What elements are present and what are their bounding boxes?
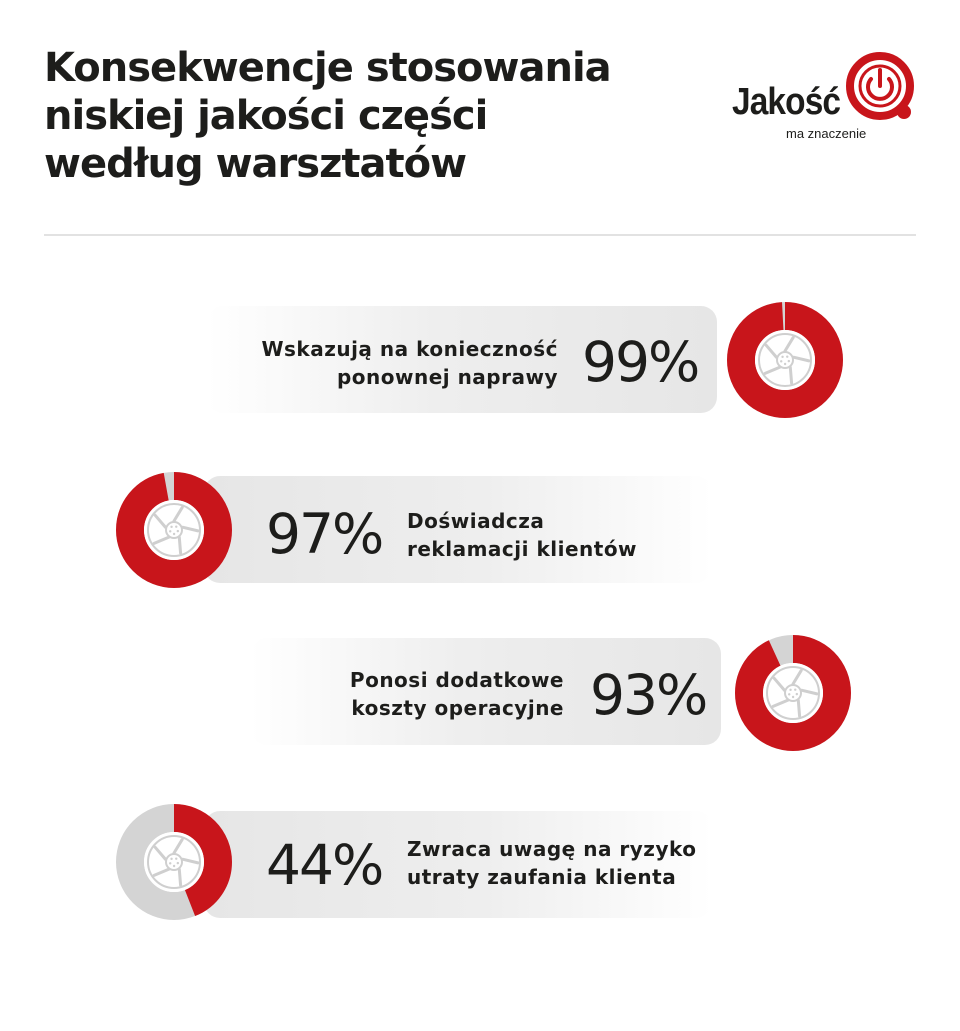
wheel-icon xyxy=(144,832,204,892)
donut-1 xyxy=(727,302,843,418)
donut-2 xyxy=(116,472,232,588)
donut-value-arc xyxy=(116,472,232,588)
divider xyxy=(44,234,916,236)
stat-value-2: 97% xyxy=(266,502,384,566)
logo-subtitle: ma znaczenie xyxy=(786,126,867,141)
donut-value-arc xyxy=(727,302,843,418)
donut-value-arc xyxy=(735,635,851,751)
brand-logo: Jakość ma znaczenie xyxy=(730,48,930,148)
stat-label-4-line-2: utraty zaufania klienta xyxy=(407,865,677,889)
donut-value-arc xyxy=(116,804,232,920)
power-q-icon xyxy=(846,52,914,120)
logo-word: Jakość xyxy=(732,81,841,123)
stat-label-4-line-1: Zwraca uwagę na ryzyko xyxy=(407,837,697,861)
stat-label-3-line-2: koszty operacyjne xyxy=(351,696,564,720)
stat-value-3: 93% xyxy=(590,663,708,727)
title-line-1: Konsekwencje stosowania xyxy=(44,45,612,91)
stat-label-1-line-1: Wskazują na konieczność xyxy=(261,337,558,361)
wheel-icon xyxy=(755,330,815,390)
stat-card-4 xyxy=(204,811,712,918)
stat-label-2-line-2: reklamacji klientów xyxy=(407,537,638,561)
stat-value-1: 99% xyxy=(582,330,700,394)
title-line-2: niskiej jakości części xyxy=(44,93,488,139)
stat-label-3: Ponosi dodatkowe koszty operacyjne xyxy=(350,666,564,722)
donut-4 xyxy=(116,804,232,920)
stat-value-4: 44% xyxy=(266,833,384,897)
donut-3 xyxy=(735,635,851,751)
wheel-icon xyxy=(144,500,204,560)
stat-card-1 xyxy=(207,306,717,413)
stat-label-3-line-1: Ponosi dodatkowe xyxy=(349,668,564,692)
title-line-3: według warsztatów xyxy=(44,141,467,187)
stat-label-4: Zwraca uwagę na ryzyko utraty zaufania k… xyxy=(407,835,697,891)
stat-label-1-line-2: ponownej naprawy xyxy=(336,365,558,389)
wheel-icon xyxy=(763,663,823,723)
stat-card-2 xyxy=(204,476,712,583)
stat-label-1: Wskazują na konieczność ponownej naprawy xyxy=(261,335,558,391)
stat-card-3 xyxy=(251,638,721,745)
stat-label-2-line-1: Doświadcza xyxy=(407,509,545,533)
stat-label-2: Doświadcza reklamacji klientów xyxy=(407,507,637,563)
page-title: Konsekwencje stosowania niskiej jakości … xyxy=(44,44,684,188)
